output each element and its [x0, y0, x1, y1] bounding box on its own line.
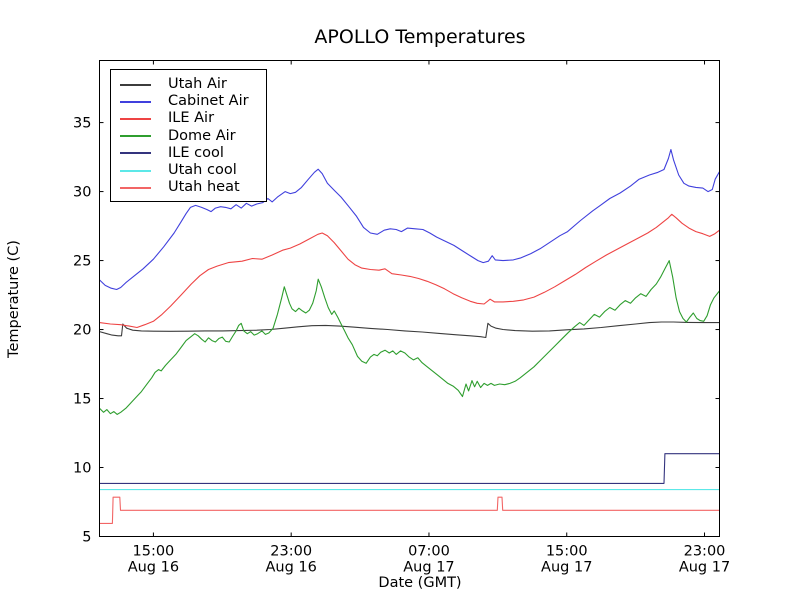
legend-label: Cabinet Air	[168, 93, 249, 110]
legend-label: Utah Air	[168, 76, 227, 93]
legend-line-swatch	[120, 152, 151, 155]
legend-line-swatch	[120, 117, 151, 120]
y-axis-label: Temperature (C)	[6, 240, 22, 358]
y-tick-label: 25	[73, 254, 91, 270]
legend-item: Utah cool	[111, 162, 266, 179]
x-tick-label-time: 23:00	[270, 544, 312, 560]
legend-label: Utah heat	[168, 179, 240, 196]
legend-line-swatch	[120, 83, 151, 86]
legend-item: Dome Air	[111, 128, 266, 145]
series-line-dome-air	[99, 260, 720, 415]
x-tick-label-time: 07:00	[408, 544, 450, 560]
chart-title: APOLLO Temperatures	[0, 26, 800, 48]
legend-item: ILE cool	[111, 145, 266, 162]
x-tick-label-date: Aug 17	[403, 560, 454, 576]
y-tick-label: 5	[82, 530, 91, 546]
series-line-ile-cool	[99, 453, 720, 484]
legend-item: ILE Air	[111, 110, 266, 127]
legend-line-swatch	[120, 186, 151, 189]
x-axis-label: Date (GMT)	[0, 575, 800, 591]
legend-item: Utah heat	[111, 179, 266, 196]
y-tick-label: 20	[73, 323, 91, 339]
y-tick-label: 35	[73, 116, 91, 132]
x-tick-label-date: Aug 17	[679, 560, 730, 576]
x-tick-label-time: 23:00	[684, 544, 726, 560]
legend-line-swatch	[120, 169, 151, 172]
legend-item: Utah Air	[111, 76, 266, 93]
legend-label: Dome Air	[168, 127, 236, 144]
x-tick-label-date: Aug 17	[541, 560, 592, 576]
legend-label: ILE cool	[168, 144, 224, 161]
legend-item: Cabinet Air	[111, 93, 266, 110]
y-tick-label: 10	[73, 461, 91, 477]
legend-line-swatch	[120, 135, 151, 138]
series-line-utah-heat	[99, 496, 720, 524]
x-tick-label-time: 15:00	[546, 544, 588, 560]
x-tick-label-date: Aug 16	[128, 560, 179, 576]
legend-line-swatch	[120, 100, 151, 103]
series-line-utah-air	[99, 321, 720, 339]
y-tick-label: 30	[73, 185, 91, 201]
legend-label: Utah cool	[168, 162, 237, 179]
legend-label: ILE Air	[168, 110, 215, 127]
x-tick-label-time: 15:00	[133, 544, 175, 560]
x-axis-label-text: Date (GMT)	[378, 575, 462, 591]
plot-frame	[99, 60, 720, 537]
legend: Utah Air Cabinet Air ILE Air Dome Air ILE co…	[110, 69, 267, 203]
chart-title-text: APOLLO Temperatures	[314, 26, 526, 48]
y-tick-label: 15	[73, 392, 91, 408]
x-tick-label-date: Aug 16	[265, 560, 316, 576]
series-line-ile-air	[99, 213, 720, 329]
series-line-cabinet-air	[99, 148, 720, 291]
